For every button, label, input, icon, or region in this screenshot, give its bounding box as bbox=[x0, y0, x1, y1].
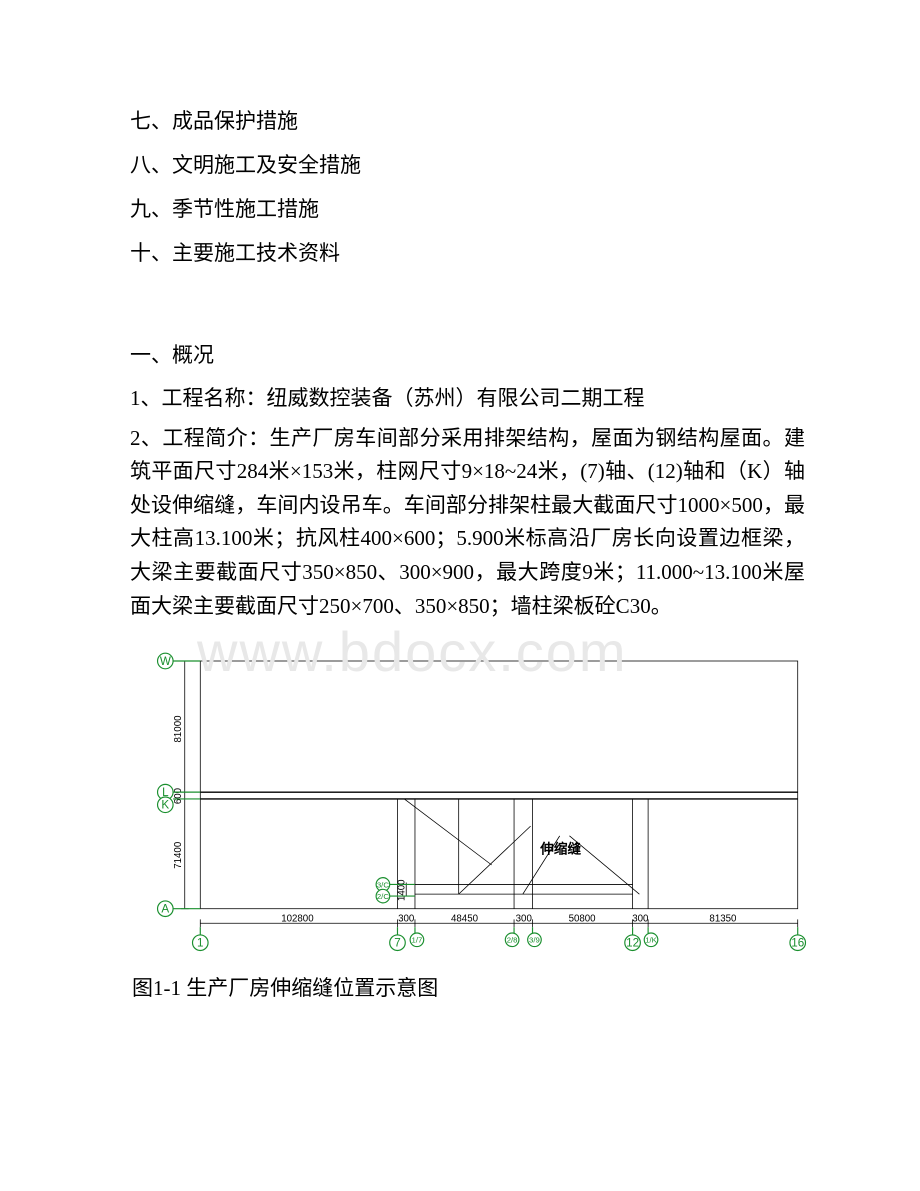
axis-bubble-A: A bbox=[158, 901, 201, 917]
svg-text:12: 12 bbox=[626, 937, 639, 950]
svg-text:16: 16 bbox=[791, 937, 804, 950]
dim-h-6: 81350 bbox=[709, 913, 737, 924]
axis-bubble-1-7: 1/7 bbox=[410, 927, 424, 946]
svg-text:A: A bbox=[161, 903, 169, 916]
svg-text:7: 7 bbox=[394, 937, 400, 950]
toc-line-9: 九、季节性施工措施 bbox=[130, 188, 805, 230]
dim-h-2: 48450 bbox=[451, 913, 479, 924]
svg-text:1/K: 1/K bbox=[645, 936, 657, 945]
axis-bubble-3-9: 3/9 bbox=[528, 927, 542, 946]
dim-h-5: 300 bbox=[632, 913, 649, 924]
section-1-head: 一、概况 bbox=[130, 334, 805, 376]
svg-text:3/9: 3/9 bbox=[529, 936, 540, 945]
dim-h-4: 50800 bbox=[569, 913, 597, 924]
dim-v-600: 600 bbox=[173, 787, 184, 804]
axis-bubble-2-8: 2/8 bbox=[505, 927, 519, 946]
diagram-container: www.bdocx.com 伸缩缝 bbox=[142, 637, 805, 962]
svg-text:3/C: 3/C bbox=[377, 880, 389, 889]
svg-text:W: W bbox=[160, 655, 171, 668]
svg-text:2/C: 2/C bbox=[377, 892, 389, 901]
toc-line-7: 七、成品保护措施 bbox=[130, 100, 805, 142]
axis-bubble-16: 16 bbox=[790, 927, 806, 950]
dim-inner-1400: 1400 bbox=[396, 879, 407, 901]
axis-bubble-W: W bbox=[158, 653, 201, 669]
svg-text:K: K bbox=[161, 799, 169, 812]
axis-bubble-1-k: 1/K bbox=[644, 927, 658, 946]
toc-line-8: 八、文明施工及安全措施 bbox=[130, 144, 805, 186]
diagram-caption: 图1-1 生产厂房伸缩缝位置示意图 bbox=[132, 972, 805, 1002]
dim-v-71400: 71400 bbox=[173, 841, 184, 869]
svg-text:2/8: 2/8 bbox=[507, 936, 518, 945]
dim-h-0: 102800 bbox=[281, 913, 314, 924]
section-1-p1: 1、工程名称：纽威数控装备（苏州）有限公司二期工程 bbox=[130, 382, 805, 416]
svg-text:1: 1 bbox=[197, 937, 203, 950]
dim-h-1: 300 bbox=[398, 913, 415, 924]
plan-diagram: 伸缩缝 81000 600 71400 1400 102800 bbox=[142, 637, 822, 957]
annotation-expansion-joint: 伸缩缝 bbox=[539, 840, 581, 856]
axis-bubble-1: 1 bbox=[193, 927, 209, 950]
dim-v-81000: 81000 bbox=[173, 715, 184, 743]
dim-h-3: 300 bbox=[516, 913, 533, 924]
svg-text:1/7: 1/7 bbox=[412, 936, 423, 945]
section-1-p2: 2、工程简介：生产厂房车间部分采用排架结构，屋面为钢结构屋面。建筑平面尺寸284… bbox=[130, 422, 805, 624]
toc-line-10: 十、主要施工技术资料 bbox=[130, 232, 805, 274]
axis-bubble-7: 7 bbox=[390, 927, 406, 950]
axis-bubble-12: 12 bbox=[625, 927, 641, 950]
